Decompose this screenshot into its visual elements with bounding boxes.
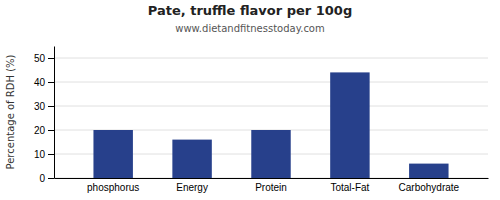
y-tick-label: 20 bbox=[34, 125, 46, 136]
y-tick: 30 bbox=[34, 101, 54, 112]
plot-area: 0 10 20 30 40 50 phosphorus Energy Protein Total-… bbox=[34, 47, 489, 194]
chart-svg: Pate, truffle flavor per 100g www.dietand… bbox=[0, 0, 500, 200]
x-tick: Total-Fat bbox=[330, 178, 369, 193]
y-tick: 50 bbox=[34, 53, 54, 64]
subtitle: www.dietandfitnesstoday.com bbox=[175, 23, 324, 34]
chart-container: Pate, truffle flavor per 100g www.dietand… bbox=[0, 0, 500, 200]
y-tick-mark bbox=[48, 58, 54, 59]
x-axis: phosphorus Energy Protein Total-Fat Carbohyd… bbox=[55, 178, 489, 193]
x-tick: Energy bbox=[176, 178, 208, 193]
y-tick: 40 bbox=[34, 77, 54, 88]
grid-line bbox=[54, 58, 488, 59]
y-tick-mark bbox=[48, 154, 54, 155]
y-axis-line bbox=[54, 47, 55, 179]
y-tick-mark bbox=[48, 130, 54, 131]
grid-line bbox=[54, 82, 488, 83]
bar bbox=[93, 130, 132, 178]
y-tick-label: 40 bbox=[34, 77, 46, 88]
y-tick-label: 30 bbox=[34, 101, 46, 112]
bar bbox=[172, 140, 211, 178]
x-tick-label: Carbohydrate bbox=[399, 182, 460, 193]
y-axis-title: Percentage of RDH (%) bbox=[5, 54, 16, 169]
x-tick-label: Energy bbox=[176, 182, 208, 193]
y-tick-label: 50 bbox=[34, 53, 46, 64]
grid bbox=[54, 58, 488, 178]
x-tick-label: Total-Fat bbox=[330, 182, 369, 193]
x-tick-label: Protein bbox=[255, 182, 287, 193]
bar bbox=[251, 130, 290, 178]
y-tick: 20 bbox=[34, 125, 54, 136]
bar bbox=[409, 164, 448, 178]
y-tick-mark bbox=[48, 82, 54, 83]
title: Pate, truffle flavor per 100g bbox=[148, 3, 352, 18]
y-tick-label: 10 bbox=[34, 149, 46, 160]
x-tick: Carbohydrate bbox=[399, 178, 460, 193]
x-axis-line bbox=[55, 178, 489, 179]
x-tick: Protein bbox=[255, 178, 287, 193]
x-tick: phosphorus bbox=[87, 178, 139, 193]
x-tick-label: phosphorus bbox=[87, 182, 139, 193]
y-tick: 10 bbox=[34, 149, 54, 160]
y-tick-mark bbox=[48, 106, 54, 107]
bar bbox=[330, 72, 369, 178]
bars bbox=[93, 72, 448, 178]
y-tick-mark bbox=[48, 178, 54, 179]
y-axis: 0 10 20 30 40 50 bbox=[34, 47, 55, 184]
grid-line bbox=[54, 106, 488, 107]
y-tick-label: 0 bbox=[39, 173, 45, 184]
y-tick: 0 bbox=[39, 173, 54, 184]
